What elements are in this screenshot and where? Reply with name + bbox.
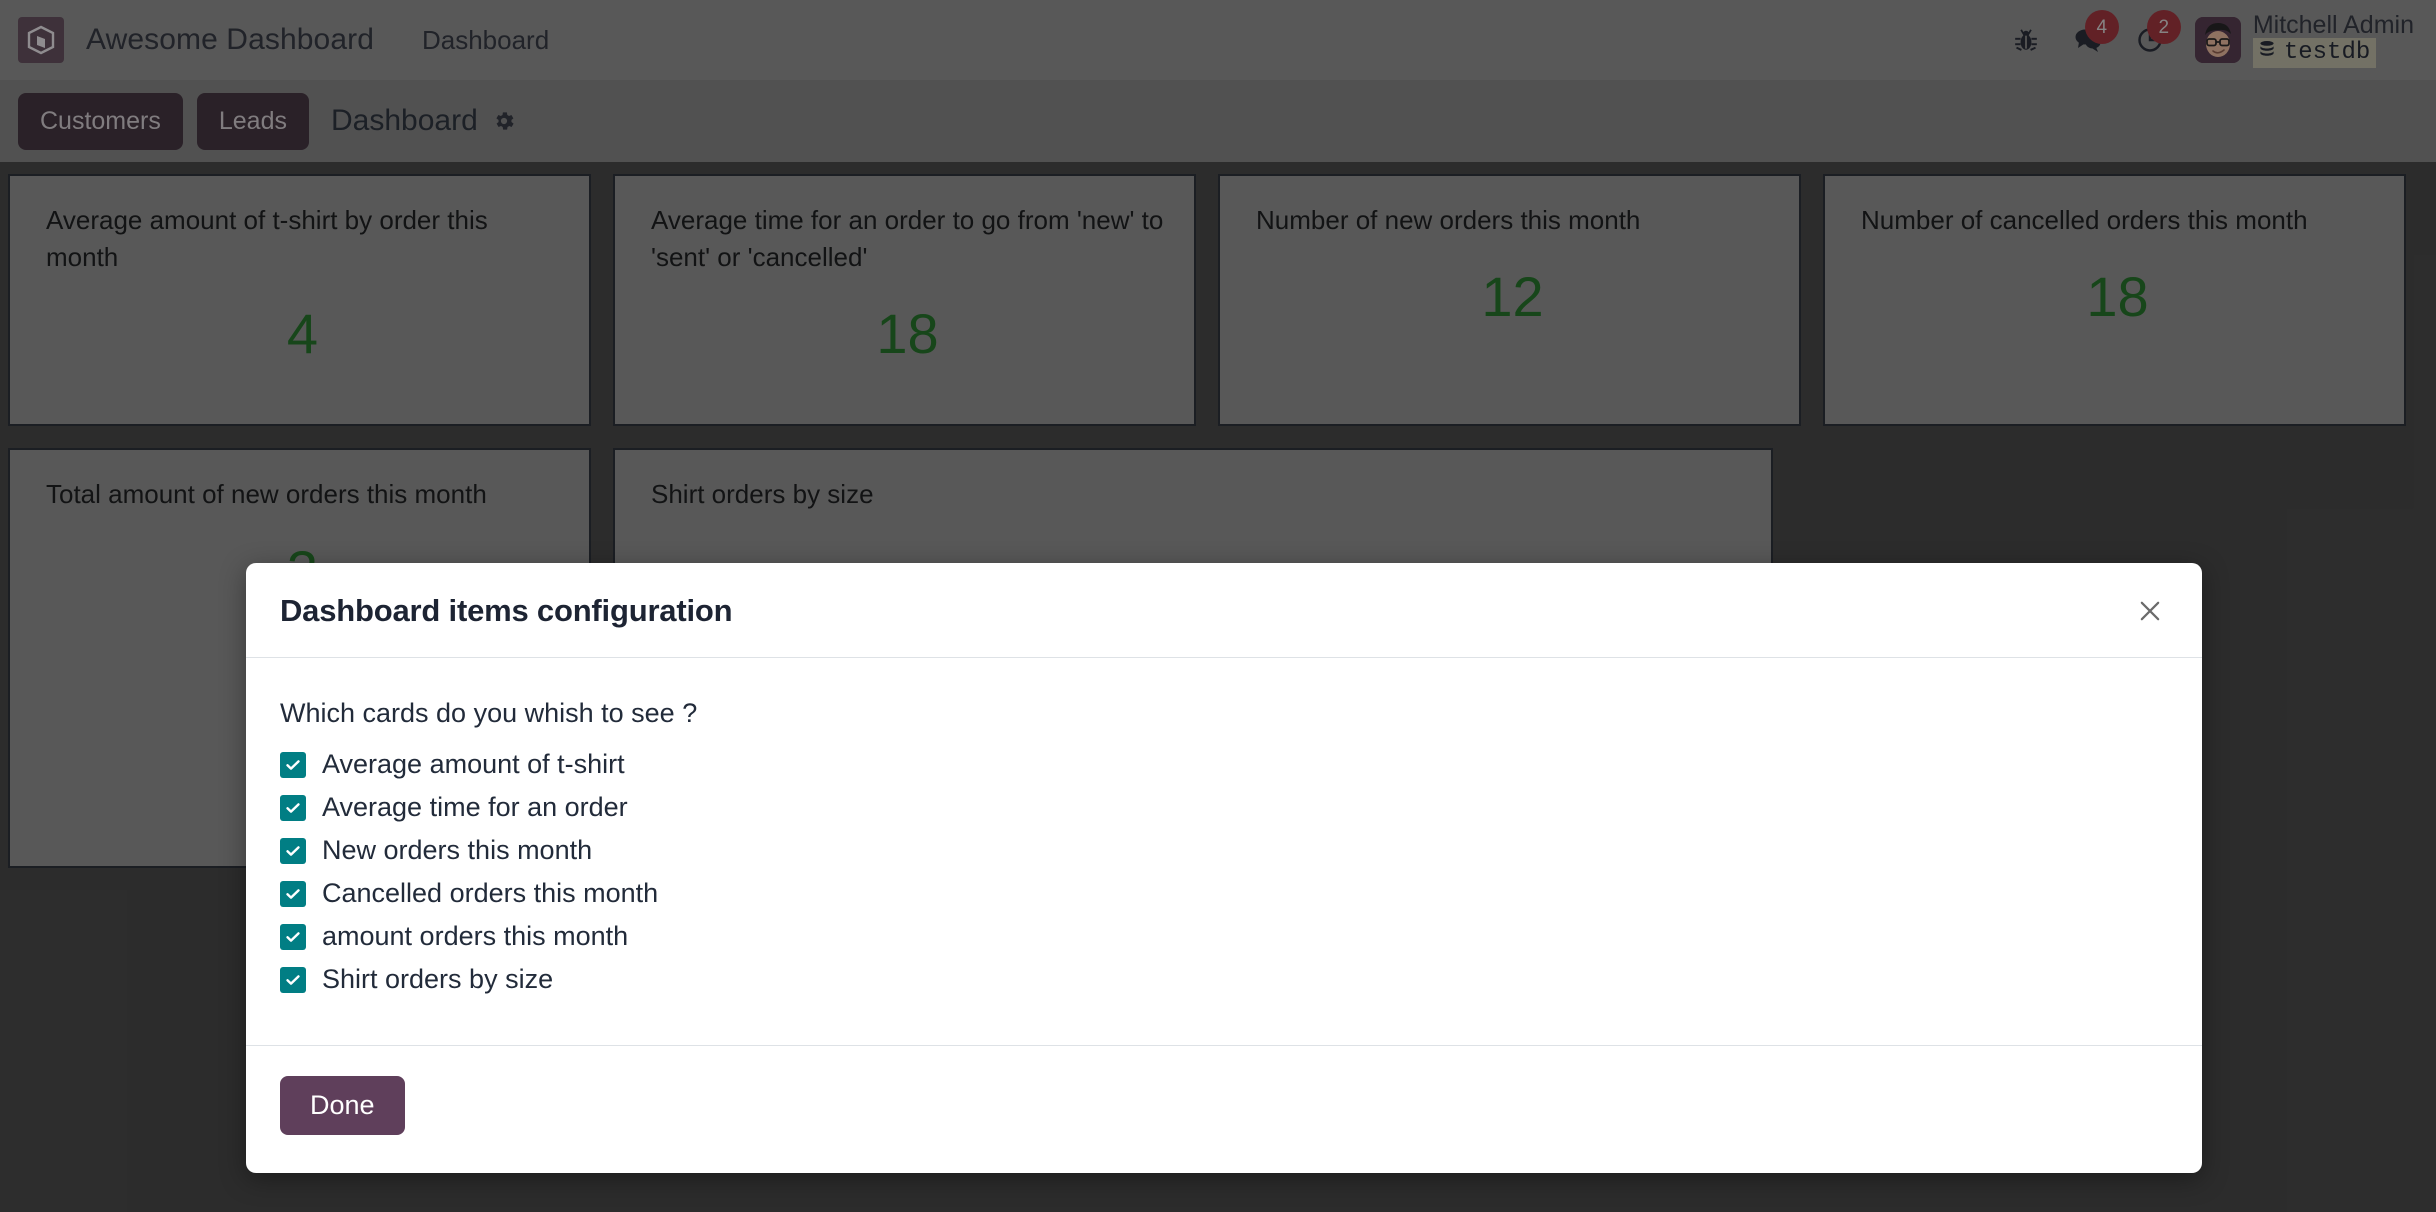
user-text: Mitchell Admin testdb [2252,10,2414,69]
list-item[interactable]: Average amount of t-shirt [280,743,2168,786]
database-name: testdb [2283,39,2371,67]
card-value: 12 [1481,264,1544,328]
card-title: Number of new orders this month [1256,205,1641,235]
list-item[interactable]: Cancelled orders this month [280,872,2168,915]
cards-question-label: Which cards do you whish to see ? [280,698,698,728]
top-navbar: Awesome Dashboard Dashboard [0,0,2436,80]
modal-title: Dashboard items configuration [280,593,733,628]
card-value: 4 [286,301,319,365]
card-title: Average amount of t-shirt by order this … [46,205,488,272]
close-icon[interactable] [2132,593,2168,629]
check-icon[interactable] [280,794,306,821]
dashboard-card[interactable]: Number of cancelled orders this month 18 [1823,174,2406,426]
user-name: Mitchell Admin [2252,10,2414,39]
gear-icon[interactable] [492,109,516,133]
list-item-label: amount orders this month [322,921,629,951]
modal-header: Dashboard items configuration [246,563,2202,658]
nav-menu-dashboard[interactable]: Dashboard [421,24,550,55]
activities-badge: 2 [2146,10,2181,44]
list-item[interactable]: amount orders this month [280,915,2168,958]
bug-icon[interactable] [1995,12,2057,68]
brand-name: Awesome Dashboard [86,23,374,56]
database-icon [2257,39,2277,66]
modal-body: Which cards do you whish to see ? Averag… [246,658,2202,1045]
dashboard-card[interactable]: Number of new orders this month 12 [1218,174,1801,426]
check-icon[interactable] [280,837,306,864]
clock-activity-icon[interactable]: 2 [2119,10,2181,68]
database-badge: testdb [2252,38,2377,69]
messages-badge: 4 [2084,10,2119,44]
check-icon[interactable] [280,966,306,993]
card-title: Number of cancelled orders this month [1861,205,2308,235]
customers-button[interactable]: Customers [18,92,183,150]
chat-bubbles-icon[interactable]: 4 [2057,10,2119,68]
cube-box-icon[interactable] [18,17,64,63]
card-title: Total amount of new orders this month [46,479,487,509]
list-item[interactable]: Average time for an order [280,786,2168,829]
check-icon[interactable] [280,880,306,907]
avatar [2194,17,2241,63]
list-item-label: Average time for an order [322,792,628,822]
user-menu[interactable]: Mitchell Admin testdb [2194,10,2414,69]
dashboard-items-configuration-dialog: Dashboard items configuration Which card… [246,563,2202,1173]
card-value: 18 [876,301,939,365]
card-title: Average time for an order to go from 'ne… [651,205,1164,272]
list-item-label: Shirt orders by size [322,964,554,994]
done-button[interactable]: Done [280,1076,405,1135]
brand-group: Awesome Dashboard Dashboard [18,17,549,63]
modal-footer: Done [246,1045,2202,1173]
card-title: Shirt orders by size [651,479,874,509]
dashboard-card[interactable]: Average amount of t-shirt by order this … [8,174,591,426]
list-item[interactable]: New orders this month [280,829,2168,872]
card-value: 18 [2086,264,2149,328]
cards-checkbox-list: Average amount of t-shirt Average time f… [280,743,2168,1001]
control-panel: Customers Leads Dashboard [0,80,2436,162]
page-title: Dashboard [331,104,478,137]
list-item-label: Cancelled orders this month [322,878,659,908]
page-title-group: Dashboard [331,104,516,138]
list-item[interactable]: Shirt orders by size [280,958,2168,1001]
list-item-label: New orders this month [322,835,593,865]
leads-button[interactable]: Leads [196,92,309,150]
dashboard-card[interactable]: Average time for an order to go from 'ne… [613,174,1196,426]
check-icon[interactable] [280,923,306,950]
check-icon[interactable] [280,751,306,778]
list-item-label: Average amount of t-shirt [322,749,625,779]
navbar-right: 4 2 [1995,10,2414,69]
